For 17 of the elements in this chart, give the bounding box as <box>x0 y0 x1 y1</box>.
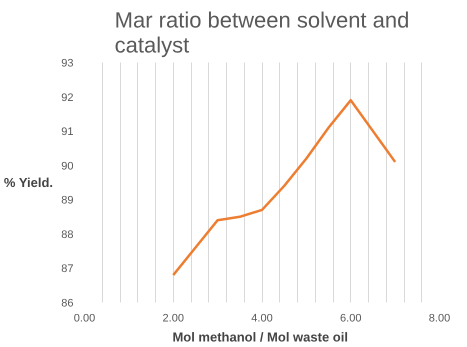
y-tick-label: 91 <box>61 126 74 138</box>
y-tick-label: 86 <box>61 298 74 310</box>
y-tick-label: 92 <box>61 92 74 104</box>
y-tick-label: 87 <box>61 263 74 276</box>
y-tick-label: 93 <box>61 58 74 70</box>
line-series <box>172 98 396 276</box>
y-tick-label: 90 <box>61 160 74 172</box>
x-tick-label: 6.00 <box>340 312 362 324</box>
y-axis-title: % Yield. <box>4 175 54 190</box>
x-tick-label: 2.00 <box>162 312 184 324</box>
y-tick-label: 88 <box>61 228 74 241</box>
x-tick-label: 8.00 <box>428 312 450 324</box>
x-tick-label: 0.00 <box>74 312 96 324</box>
x-tick-label: 4.00 <box>251 312 273 324</box>
chart-title: Mar ratio between solvent and catalyst <box>114 8 410 58</box>
y-tick-label: 89 <box>61 194 74 207</box>
x-axis-title: Mol methanol / Mol waste oil <box>172 330 348 344</box>
